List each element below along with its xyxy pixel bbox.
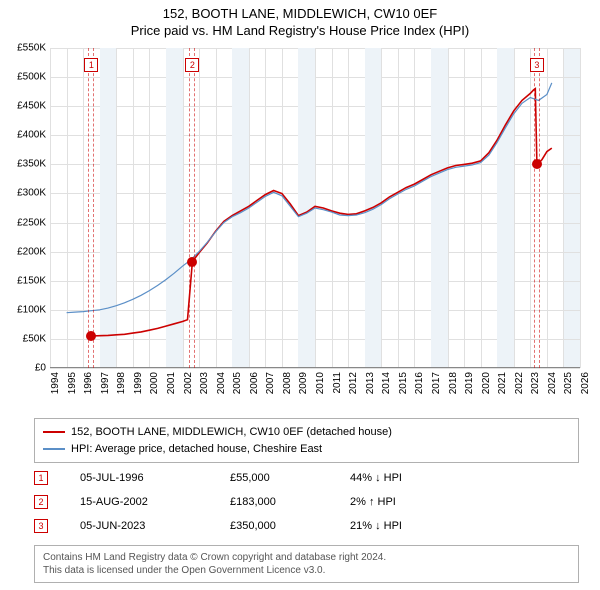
sale-row-marker: 3 <box>34 519 48 533</box>
x-tick-label: 1998 <box>116 372 127 394</box>
legend-swatch <box>43 448 65 450</box>
y-tick-label: £0 <box>35 363 46 374</box>
x-tick-label: 2001 <box>166 372 177 394</box>
x-tick-label: 2019 <box>464 372 475 394</box>
footer-line1: Contains HM Land Registry data © Crown c… <box>43 551 570 564</box>
x-tick-label: 2016 <box>414 372 425 394</box>
x-tick-label: 1994 <box>50 372 61 394</box>
sale-marker-band <box>88 48 94 368</box>
sale-delta: 44% ↓ HPI <box>350 472 402 484</box>
x-tick-label: 2010 <box>315 372 326 394</box>
x-tick-label: 1995 <box>67 372 78 394</box>
x-tick-label: 2018 <box>448 372 459 394</box>
x-axis: 1994 1995 1996 1997 1998 1999 2000 2001 2002 2003… <box>50 368 580 418</box>
y-tick-label: £400K <box>17 130 46 141</box>
sale-row-marker: 1 <box>34 471 48 485</box>
sales-table: 1 05-JUL-1996£55,00044% ↓ HPI 2 15-AUG-2002… <box>34 466 579 538</box>
y-tick-label: £350K <box>17 159 46 170</box>
y-tick-label: £550K <box>17 43 46 54</box>
x-tick-label: 2021 <box>497 372 508 394</box>
x-tick-label: 2009 <box>298 372 309 394</box>
y-tick-label: £200K <box>17 246 46 257</box>
sale-row: 3 05-JUN-2023£350,00021% ↓ HPI <box>34 514 579 538</box>
legend-item: HPI: Average price, detached house, Ches… <box>43 441 570 458</box>
footer: Contains HM Land Registry data © Crown c… <box>34 545 579 583</box>
x-tick-label: 2005 <box>232 372 243 394</box>
x-tick-label: 2017 <box>431 372 442 394</box>
sale-date: 05-JUN-2023 <box>80 520 230 532</box>
sale-marker-box: 3 <box>530 58 544 72</box>
sale-date: 15-AUG-2002 <box>80 496 230 508</box>
sale-row: 1 05-JUL-1996£55,00044% ↓ HPI <box>34 466 579 490</box>
sale-row: 2 15-AUG-2002£183,0002% ↑ HPI <box>34 490 579 514</box>
x-tick-label: 2022 <box>514 372 525 394</box>
sale-marker-band <box>189 48 195 368</box>
y-tick-label: £100K <box>17 304 46 315</box>
title-address: 152, BOOTH LANE, MIDDLEWICH, CW10 0EF <box>0 6 600 23</box>
x-tick-label: 2007 <box>265 372 276 394</box>
chart-container: 152, BOOTH LANE, MIDDLEWICH, CW10 0EF Pr… <box>0 0 600 590</box>
sale-price: £183,000 <box>230 496 350 508</box>
legend: 152, BOOTH LANE, MIDDLEWICH, CW10 0EF (d… <box>34 418 579 463</box>
x-tick-label: 2014 <box>381 372 392 394</box>
line-svg <box>50 48 580 368</box>
x-tick-label: 2020 <box>481 372 492 394</box>
x-tick-label: 2023 <box>530 372 541 394</box>
legend-swatch <box>43 431 65 433</box>
legend-label: HPI: Average price, detached house, Ches… <box>71 441 322 458</box>
x-tick-label: 1999 <box>133 372 144 394</box>
sale-date: 05-JUL-1996 <box>80 472 230 484</box>
x-tick-label: 2012 <box>348 372 359 394</box>
x-tick-label: 2000 <box>149 372 160 394</box>
x-tick-label: 1996 <box>83 372 94 394</box>
x-tick-label: 2013 <box>365 372 376 394</box>
legend-label: 152, BOOTH LANE, MIDDLEWICH, CW10 0EF (d… <box>71 424 392 441</box>
x-tick-label: 2003 <box>199 372 210 394</box>
x-tick-label: 1997 <box>100 372 111 394</box>
sale-marker-box: 2 <box>185 58 199 72</box>
footer-line2: This data is licensed under the Open Gov… <box>43 564 570 577</box>
y-tick-label: £450K <box>17 101 46 112</box>
sale-marker-box: 1 <box>84 58 98 72</box>
series-price_paid <box>91 89 551 336</box>
sale-marker-dot <box>187 257 197 267</box>
sale-price: £350,000 <box>230 520 350 532</box>
sale-price: £55,000 <box>230 472 350 484</box>
x-tick-label: 2024 <box>547 372 558 394</box>
y-tick-label: £250K <box>17 217 46 228</box>
y-axis: £0£50K£100K£150K£200K£250K£300K£350K£400… <box>8 48 48 368</box>
sale-delta: 21% ↓ HPI <box>350 520 402 532</box>
sale-marker-dot <box>86 331 96 341</box>
plot-inner: 1 2 3 <box>50 48 580 368</box>
sale-marker-dot <box>532 159 542 169</box>
x-tick-label: 2008 <box>282 372 293 394</box>
y-tick-label: £50K <box>23 333 46 344</box>
chart-area: 1 2 3 <box>50 48 580 368</box>
x-tick-label: 2004 <box>216 372 227 394</box>
x-tick-label: 2011 <box>332 372 343 394</box>
legend-item: 152, BOOTH LANE, MIDDLEWICH, CW10 0EF (d… <box>43 424 570 441</box>
x-tick-label: 2002 <box>183 372 194 394</box>
x-tick-label: 2015 <box>398 372 409 394</box>
title-subtitle: Price paid vs. HM Land Registry's House … <box>0 23 600 40</box>
x-tick-label: 2006 <box>249 372 260 394</box>
title-block: 152, BOOTH LANE, MIDDLEWICH, CW10 0EF Pr… <box>0 0 600 40</box>
x-tick-label: 2025 <box>563 372 574 394</box>
x-tick-label: 2026 <box>580 372 591 394</box>
sale-delta: 2% ↑ HPI <box>350 496 396 508</box>
sale-row-marker: 2 <box>34 495 48 509</box>
plot: 1 2 3 <box>50 48 580 368</box>
gridline-v <box>580 48 581 368</box>
y-tick-label: £500K <box>17 72 46 83</box>
y-tick-label: £150K <box>17 275 46 286</box>
series-hpi <box>67 83 552 313</box>
y-tick-label: £300K <box>17 188 46 199</box>
sale-marker-band <box>534 48 540 368</box>
